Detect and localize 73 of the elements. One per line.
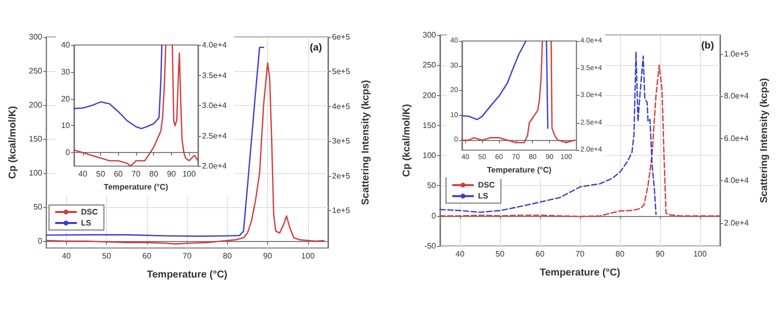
y2-tick-label: 6.0e+4: [724, 134, 750, 143]
y2-tick-label: 1e+5: [332, 206, 351, 216]
x-tick-label: 90: [166, 170, 176, 179]
y2-tick-label: 3.0e+4: [202, 101, 228, 110]
y2-tick-label: 2.5e+4: [202, 131, 228, 140]
x-tick-label: 100: [182, 170, 196, 179]
line-series: [46, 46, 264, 237]
y-tick-label: 40: [61, 40, 71, 50]
x-tick-label: 70: [182, 252, 192, 260]
y2-tick-label: 4.0e+4: [724, 176, 750, 186]
x-tick-label: 60: [114, 170, 124, 179]
x-tick-label: 90: [263, 252, 273, 260]
y2-axis-title: Scattering Intensity (kcps): [759, 78, 770, 204]
y-tick-label: 300: [422, 30, 437, 40]
y-tick-label: 200: [28, 100, 43, 110]
y-tick-label: 0: [38, 236, 43, 246]
line-series: [73, 44, 163, 130]
y2-tick-label: 2.0e+4: [724, 218, 750, 228]
y2-tick-label: 3.5e+4: [202, 70, 228, 80]
y-tick-label: 30: [61, 67, 71, 76]
x-axis-title: Temperature (°C): [540, 268, 620, 278]
x-tick-label: 80: [222, 252, 232, 260]
y-tick-label: 200: [422, 90, 437, 100]
x-tick-label: 40: [456, 250, 465, 258]
y-tick-label: 10: [61, 121, 71, 130]
annotation: (a): [310, 42, 322, 54]
y-tick-label: 250: [28, 66, 43, 76]
x-tick-label: 50: [96, 170, 106, 179]
y-tick-label: -50: [424, 242, 437, 250]
annotation: (b): [701, 40, 714, 52]
y2-tick-label: 8.0e+4: [724, 92, 750, 101]
y-tick-label: 50: [427, 181, 437, 190]
y-tick-label: 300: [28, 32, 43, 42]
legend-label: DSC: [478, 180, 496, 190]
line-series: [46, 62, 325, 245]
y-tick-label: 20: [61, 94, 71, 104]
y2-tick-label: 4e+5: [332, 102, 351, 111]
x-tick-label: 40: [78, 170, 88, 179]
y-tick-label: 50: [33, 202, 43, 212]
x-tick-label: 50: [496, 250, 505, 258]
y-tick-label: 0: [432, 211, 437, 220]
x-axis-title: Temperature (°C): [146, 270, 228, 280]
x-tick-label: 90: [656, 250, 665, 258]
legend-label: LS: [478, 192, 489, 201]
y2-tick-label: 5e+5: [332, 67, 351, 76]
x-tick-label: 50: [102, 252, 112, 260]
y-axis-title: Cp (kcal/mol/K): [401, 104, 412, 177]
x-tick-label: 70: [132, 170, 141, 179]
y-tick-label: 250: [422, 60, 437, 70]
y2-tick-label: 2.0e+4: [202, 162, 228, 171]
x-tick-label: 70: [576, 250, 585, 258]
y2-tick-label: 4.0e+4: [202, 40, 228, 50]
x-tick-label: 100: [301, 252, 316, 260]
x-tick-label: 100: [693, 250, 708, 258]
y2-tick-label: 6e+5: [332, 32, 351, 42]
y2-tick-label: 3e+5: [332, 136, 351, 146]
x-tick-label: 80: [149, 170, 159, 179]
y-axis-title: Cp (kcal/mol/K): [8, 106, 18, 179]
line-series: [439, 51, 657, 215]
y2-axis-title: Scattering Intensity (kcps): [360, 80, 372, 206]
y-tick-label: 150: [28, 134, 43, 144]
x-axis-title: Temperature (°C): [104, 182, 169, 192]
x-tick-label: 60: [142, 252, 152, 260]
y-tick-label: 150: [422, 120, 437, 130]
y2-tick-label: 2e+5: [332, 171, 351, 180]
x-tick-label: 80: [616, 250, 625, 258]
line-series: [439, 64, 721, 218]
x-axis-title: Temperature (°C): [486, 166, 552, 174]
y2-tick-label: 1.0e+5: [724, 49, 750, 58]
x-tick-label: 60: [536, 250, 545, 258]
legend-label: LS: [81, 218, 92, 228]
legend-label: DSC: [81, 208, 98, 216]
y-tick-label: 0: [66, 148, 71, 158]
